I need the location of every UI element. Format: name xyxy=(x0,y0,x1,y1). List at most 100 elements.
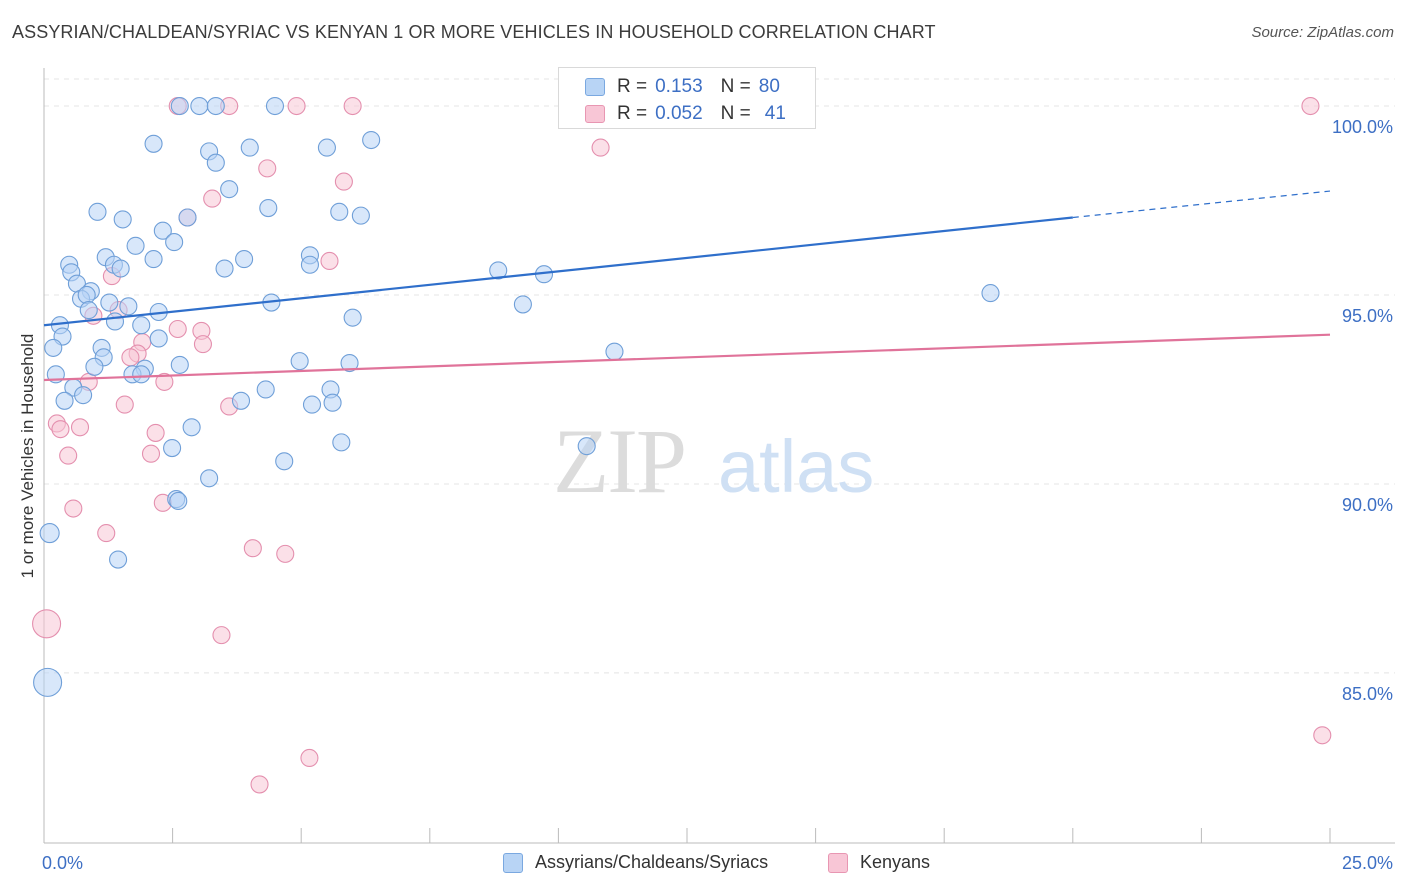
data-point xyxy=(206,96,225,116)
axes xyxy=(43,68,1395,844)
data-point xyxy=(51,420,70,439)
data-point xyxy=(323,393,342,412)
bottom-legend-swatch-blue xyxy=(503,852,523,873)
data-point xyxy=(605,342,624,361)
data-point xyxy=(243,539,262,558)
data-point xyxy=(163,439,182,458)
data-point xyxy=(33,667,63,697)
grid-lines xyxy=(44,78,1395,674)
data-point xyxy=(105,312,125,331)
data-point xyxy=(258,159,277,178)
data-point xyxy=(193,335,212,354)
y-axis-label: 1 or more Vehicles in Household xyxy=(18,334,37,579)
data-point xyxy=(343,308,362,327)
data-point xyxy=(77,285,96,305)
data-point xyxy=(231,391,251,410)
data-point xyxy=(79,301,98,320)
data-point xyxy=(212,626,231,645)
data-point xyxy=(343,96,362,116)
x-tick-label: 25.0% xyxy=(1342,853,1393,873)
data-point xyxy=(170,96,189,116)
data-point xyxy=(168,319,187,339)
legend-n-value-pink: 41 xyxy=(764,103,786,124)
bottom-legend-label-assyrians: Assyrians/Chaldeans/Syriacs xyxy=(535,852,769,872)
watermark-atlas: atlas xyxy=(718,425,874,508)
data-point xyxy=(169,491,188,511)
source-label: Source: ZipAtlas.com xyxy=(1251,24,1394,41)
data-point xyxy=(276,544,295,563)
data-point xyxy=(340,353,359,373)
y-tick-label: 85.0% xyxy=(1342,684,1393,704)
data-point xyxy=(489,261,508,280)
bottom-legend-item-kenyans: Kenyans xyxy=(828,852,930,873)
data-point xyxy=(275,452,294,471)
data-point xyxy=(126,236,145,255)
bottom-legend-label-kenyans: Kenyans xyxy=(860,852,931,872)
data-point xyxy=(109,550,128,569)
y-tick-label: 90.0% xyxy=(1342,495,1393,515)
data-point xyxy=(85,357,104,376)
data-point xyxy=(215,259,234,278)
data-point xyxy=(74,386,93,405)
legend-swatch-pink xyxy=(585,105,605,123)
legend-n-label: N = xyxy=(720,103,751,124)
y-tick-label: 100.0% xyxy=(1332,117,1393,137)
data-point xyxy=(320,251,339,271)
data-point xyxy=(300,748,319,768)
bottom-legend-item-assyrians: Assyrians/Chaldeans/Syriacs xyxy=(503,852,768,873)
data-point xyxy=(1313,726,1332,745)
data-point xyxy=(144,134,163,153)
data-point xyxy=(70,418,90,437)
legend-r-label: R = xyxy=(617,76,648,97)
data-point xyxy=(113,210,132,229)
data-point xyxy=(44,338,63,357)
legend-n-value-blue: 80 xyxy=(758,76,780,97)
data-point xyxy=(300,255,319,274)
legend-swatch-blue xyxy=(585,78,605,96)
data-point xyxy=(351,206,370,225)
data-point xyxy=(146,423,165,442)
data-point xyxy=(302,395,322,414)
data-point xyxy=(513,295,532,314)
watermark-zip: ZIP xyxy=(553,410,685,512)
data-point xyxy=(170,355,189,374)
data-point xyxy=(132,365,151,384)
data-point xyxy=(591,138,610,157)
trend-lines xyxy=(43,190,1331,382)
data-point xyxy=(100,293,119,312)
trend-line-kenyans xyxy=(43,333,1331,382)
data-point xyxy=(220,180,239,199)
data-point xyxy=(144,250,163,269)
trend-line-assyrians-extension xyxy=(1072,190,1331,219)
data-point xyxy=(332,433,351,452)
legend-row-pink: R = 0.052 N = 41 xyxy=(585,102,786,126)
data-point xyxy=(55,391,74,410)
data-point xyxy=(981,284,1000,303)
legend-r-label: R = xyxy=(617,103,648,124)
legend-row-blue: R = 0.153 N = 80 xyxy=(585,75,780,99)
data-point xyxy=(141,444,161,463)
data-point xyxy=(39,523,60,544)
data-point xyxy=(155,372,174,391)
legend-box: R = 0.153 N = 80 R = 0.052 N = 41 xyxy=(558,67,816,129)
data-point xyxy=(149,329,168,348)
data-point xyxy=(97,524,116,543)
data-point xyxy=(362,130,381,150)
bottom-legend: Assyrians/Chaldeans/Syriacs Kenyans xyxy=(0,852,1406,878)
data-point xyxy=(330,202,349,221)
data-point xyxy=(32,609,62,639)
x-tick-label: 0.0% xyxy=(42,853,83,873)
data-point xyxy=(1301,96,1320,116)
legend-n-label: N = xyxy=(720,76,751,97)
data-point xyxy=(190,96,209,116)
chart-title: ASSYRIAN/CHALDEAN/SYRIAC VS KENYAN 1 OR … xyxy=(12,22,936,42)
data-point xyxy=(119,297,138,316)
data-point xyxy=(259,199,278,218)
data-point xyxy=(88,202,107,221)
data-point xyxy=(334,172,353,191)
data-point xyxy=(132,316,151,335)
data-point xyxy=(577,437,596,456)
data-point xyxy=(200,469,219,488)
trend-line-assyrians xyxy=(43,216,1073,327)
